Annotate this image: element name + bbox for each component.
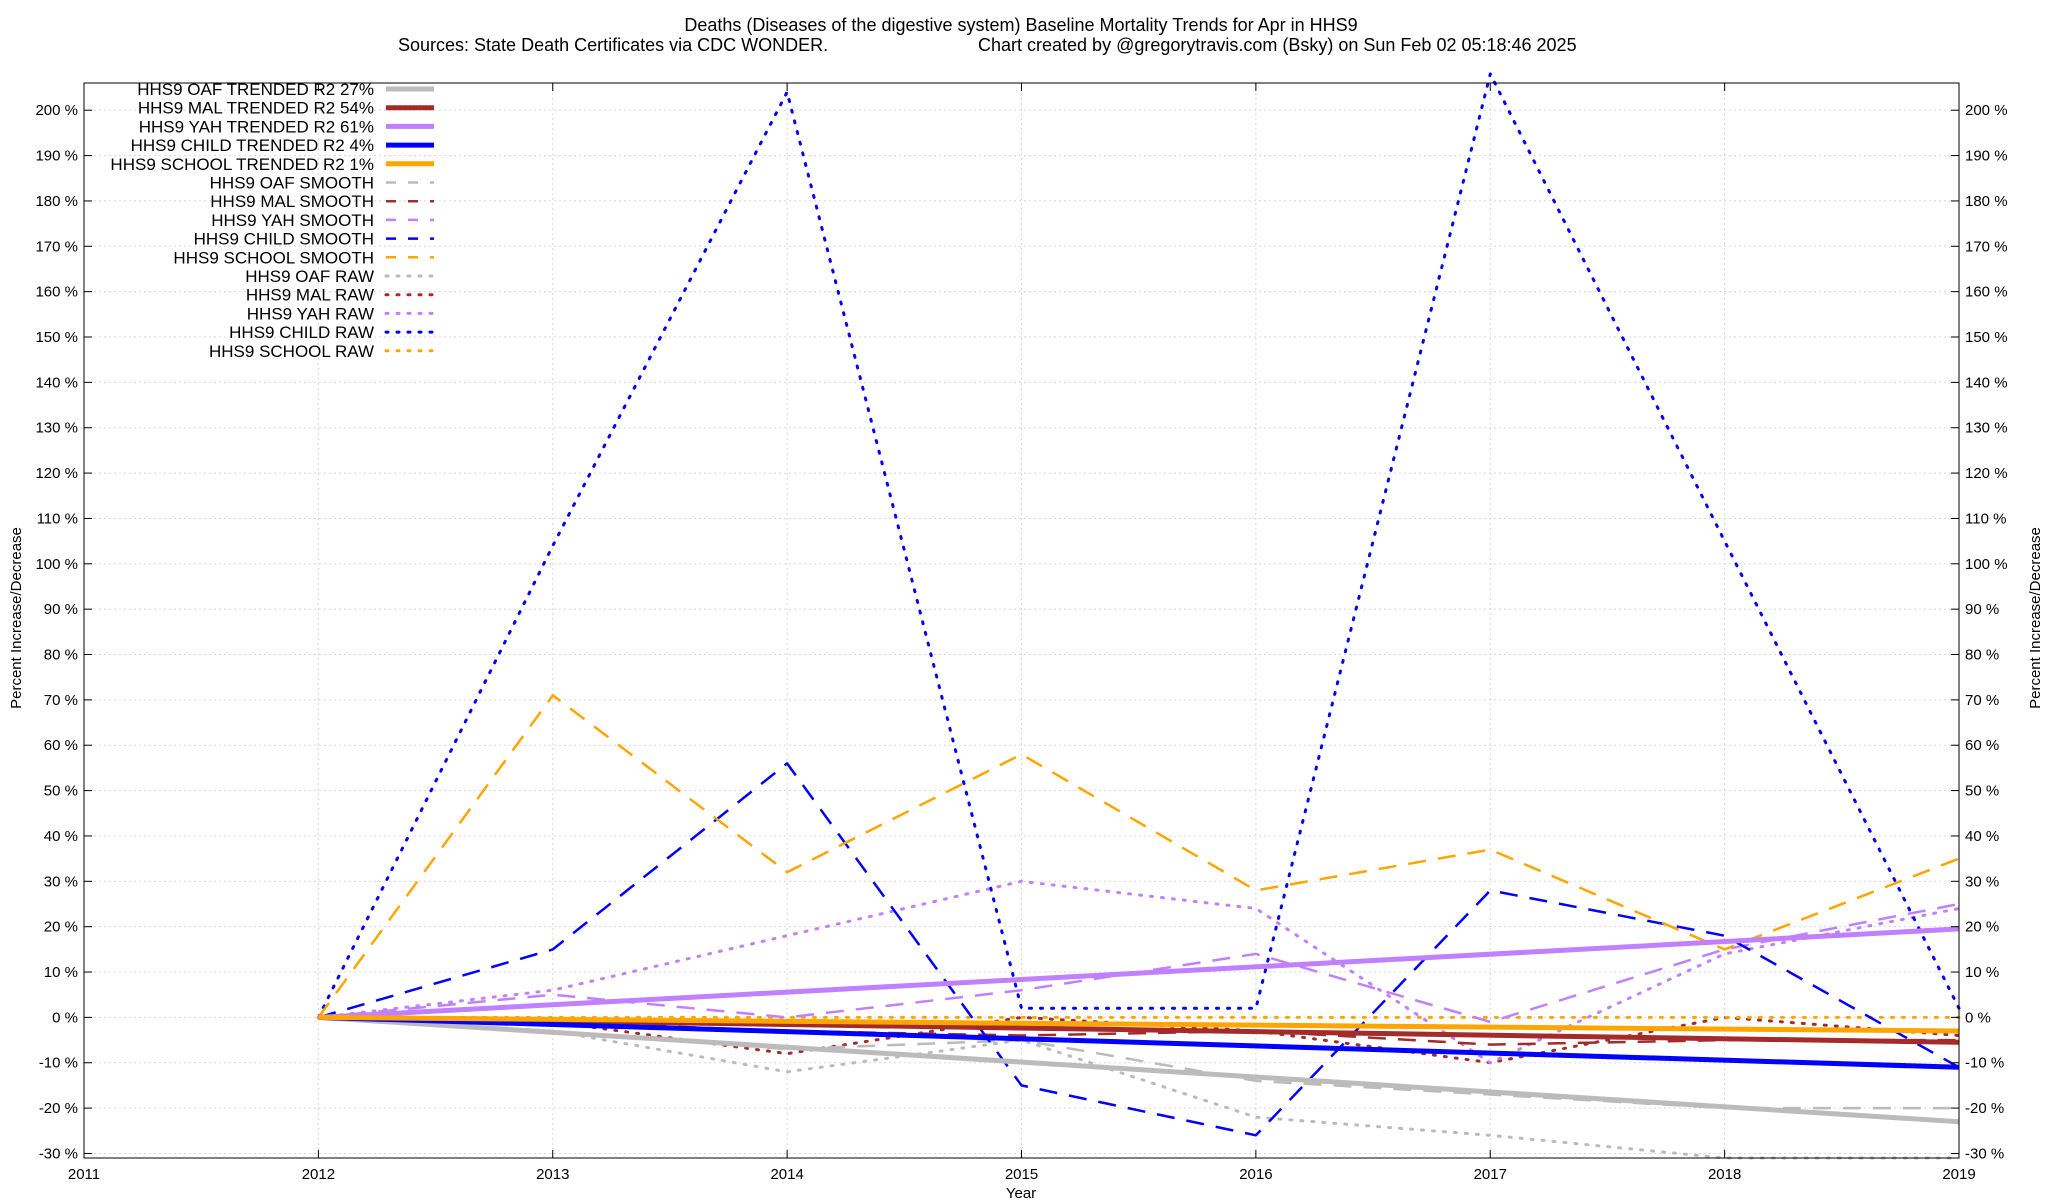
x-tick-label: 2017: [1474, 1166, 1507, 1183]
x-tick-label: 2016: [1239, 1166, 1272, 1183]
x-tick-label: 2012: [302, 1166, 335, 1183]
y-tick-label-left: 180 %: [35, 193, 78, 210]
y-tick-label-left: 10 %: [44, 964, 78, 981]
series-line-12: [316, 879, 1961, 1065]
legend-label: HHS9 OAF SMOOTH: [210, 174, 374, 193]
legend-label: HHS9 OAF TRENDED R2 27%: [137, 80, 374, 99]
y-tick-label-right: 170 %: [1965, 238, 2008, 255]
y-tick-label-left: 80 %: [44, 647, 78, 664]
legend-label: HHS9 MAL TRENDED R2 54%: [138, 99, 374, 118]
y-tick-label-right: 30 %: [1965, 873, 1999, 890]
legend-label: HHS9 SCHOOL SMOOTH: [173, 248, 374, 267]
y-tick-label-left: 140 %: [35, 374, 78, 391]
x-tick-label: 2019: [1942, 1166, 1975, 1183]
y-tick-label-left: -30 %: [39, 1145, 78, 1162]
chart-title: Deaths (Diseases of the digestive system…: [684, 15, 1357, 35]
y-tick-label-left: 110 %: [37, 510, 78, 527]
y-tick-label-left: 0 %: [52, 1009, 78, 1026]
legend-label: HHS9 MAL SMOOTH: [210, 192, 374, 211]
legend-label: HHS9 CHILD TRENDED R2 4%: [131, 136, 374, 155]
legend-label: HHS9 YAH RAW: [247, 304, 374, 323]
legend-label: HHS9 OAF RAW: [245, 267, 374, 286]
y-tick-label-right: 120 %: [1965, 465, 2008, 482]
series-line-2: [318, 926, 1960, 1020]
y-tick-label-left: 170 %: [35, 238, 78, 255]
y-tick-label-left: -10 %: [39, 1055, 78, 1072]
y-tick-label-right: 70 %: [1965, 692, 1999, 709]
y-tick-label-right: 110 %: [1965, 510, 2006, 527]
y-tick-label-right: 20 %: [1965, 919, 1999, 936]
y-axis-label-left: Percent Increase/Decrease: [8, 527, 25, 709]
y-tick-label-left: 20 %: [44, 919, 78, 936]
y-tick-label-right: 60 %: [1965, 737, 1999, 754]
y-tick-label-left: 150 %: [35, 329, 78, 346]
series-lines: [316, 72, 1961, 1160]
y-tick-label-left: 100 %: [35, 556, 78, 573]
y-tick-label-right: 90 %: [1965, 601, 1999, 618]
y-tick-label-left: 160 %: [35, 284, 78, 301]
legend-label: HHS9 YAH SMOOTH: [211, 211, 374, 230]
y-tick-label-left: 50 %: [44, 783, 78, 800]
y-tick-label-right: 140 %: [1965, 374, 2008, 391]
y-tick-label-right: 0 %: [1965, 1009, 1991, 1026]
y-tick-label-left: 190 %: [35, 148, 78, 165]
chart-credit-note: Chart created by @gregorytravis.com (Bsk…: [978, 35, 1577, 55]
y-tick-label-right: 100 %: [1965, 556, 2008, 573]
y-tick-label-left: 60 %: [44, 737, 78, 754]
chart-source-note: Sources: State Death Certificates via CD…: [398, 35, 828, 55]
legend-label: HHS9 YAH TRENDED R2 61%: [139, 117, 374, 136]
y-axis-label-right: Percent Increase/Decrease: [2027, 527, 2044, 709]
x-tick-label: 2014: [770, 1166, 803, 1183]
y-tick-label-left: 200 %: [35, 102, 78, 119]
y-tick-label-left: 130 %: [35, 420, 78, 437]
y-tick-label-right: 190 %: [1965, 148, 2008, 165]
y-tick-label-right: -20 %: [1965, 1100, 2004, 1117]
x-tick-label: 2013: [536, 1166, 569, 1183]
y-tick-label-left: 70 %: [44, 692, 78, 709]
y-tick-label-right: 150 %: [1965, 329, 2008, 346]
x-tick-label: 2015: [1005, 1166, 1038, 1183]
legend-label: HHS9 CHILD RAW: [229, 323, 374, 342]
y-tick-label-right: 80 %: [1965, 647, 1999, 664]
legend-label: HHS9 SCHOOL TRENDED R2 1%: [110, 155, 374, 174]
series-line-13: [316, 72, 1961, 1019]
y-tick-label-left: -20 %: [39, 1100, 78, 1117]
y-tick-label-right: 160 %: [1965, 284, 2008, 301]
y-tick-label-right: 10 %: [1965, 964, 1999, 981]
series-line-0: [318, 1014, 1960, 1125]
y-tick-label-left: 120 %: [35, 465, 78, 482]
x-tick-label: 2011: [68, 1166, 100, 1183]
y-tick-label-right: 130 %: [1965, 420, 2008, 437]
y-tick-label-right: -10 %: [1965, 1055, 2004, 1072]
series-line-3: [318, 1014, 1960, 1070]
x-axis-label: Year: [1006, 1185, 1036, 1200]
legend-label: HHS9 SCHOOL RAW: [209, 342, 374, 361]
series-line-9: [317, 694, 1960, 1019]
y-tick-label-right: 40 %: [1965, 828, 1999, 845]
y-tick-label-right: 200 %: [1965, 102, 2008, 119]
y-tick-label-right: -30 %: [1965, 1145, 2004, 1162]
axis-ticks: -30 % -30 % -20 % -20 % -10 % -10 % 0 % 0 % 10 %…: [35, 83, 2008, 1183]
series-line-4: [318, 1014, 1960, 1034]
legend: HHS9 OAF TRENDED R2 27%HHS9 MAL TRENDED …: [110, 80, 436, 361]
y-tick-label-left: 30 %: [44, 873, 78, 890]
y-tick-label-left: 90 %: [44, 601, 78, 618]
legend-label: HHS9 CHILD SMOOTH: [194, 230, 374, 249]
y-tick-label-right: 50 %: [1965, 783, 1999, 800]
y-tick-label-left: 40 %: [44, 828, 78, 845]
x-tick-label: 2018: [1708, 1166, 1741, 1183]
series-line-10: [316, 1015, 1961, 1160]
series-line-8: [318, 762, 1960, 1137]
legend-label: HHS9 MAL RAW: [246, 286, 374, 305]
y-tick-label-right: 180 %: [1965, 193, 2008, 210]
